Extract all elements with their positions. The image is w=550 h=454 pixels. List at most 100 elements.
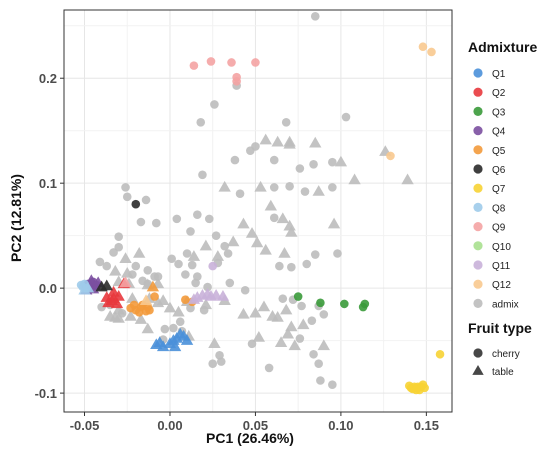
- data-point-admix: [143, 266, 153, 275]
- data-point-admix: [203, 282, 212, 292]
- data-point-q12: [418, 42, 428, 52]
- data-point-admix: [150, 272, 159, 281]
- y-tick-label: 0.1: [39, 176, 57, 191]
- data-point-admix: [269, 183, 279, 192]
- data-point-q2: [107, 285, 120, 297]
- data-point-admix: [319, 310, 329, 319]
- data-point-q7: [420, 383, 429, 393]
- data-point-admix: [302, 259, 312, 269]
- data-point-q3: [340, 299, 349, 309]
- data-point-admix: [169, 323, 178, 333]
- data-point-admix: [271, 135, 284, 147]
- legend-label-q2: Q2: [492, 88, 506, 99]
- legend-label-q9: Q9: [492, 223, 506, 234]
- legend-label-q12: Q12: [492, 280, 511, 291]
- legend-label-admix: admix: [492, 299, 519, 310]
- data-point-admix: [141, 322, 154, 334]
- data-point-admix: [131, 261, 141, 271]
- data-point-admix: [119, 252, 132, 263]
- y-axis-title: PC2 (12.81%): [8, 174, 24, 262]
- legend-key-q4: [473, 126, 483, 136]
- x-axis-title: PC1 (26.46%): [206, 430, 294, 446]
- data-point-admix: [285, 226, 298, 237]
- data-point-admix: [316, 376, 325, 385]
- data-point-admix: [198, 170, 207, 180]
- data-point-admix: [211, 231, 221, 240]
- data-point-admix: [187, 250, 201, 261]
- data-point-admix: [310, 250, 320, 259]
- legend-label-q8: Q8: [492, 203, 506, 214]
- data-point-q7: [435, 349, 445, 359]
- data-point-admix: [300, 187, 310, 196]
- data-point-admix: [264, 363, 274, 373]
- legend-key-q12: [473, 279, 483, 289]
- data-point-admix: [334, 155, 348, 167]
- data-point-admix: [122, 192, 132, 202]
- data-point-admix: [341, 112, 351, 122]
- data-point-admix: [328, 183, 337, 192]
- legend-label-q11: Q11: [492, 261, 511, 272]
- data-point-admix: [218, 180, 231, 192]
- data-point-admix: [264, 199, 277, 211]
- data-point-q5: [150, 292, 159, 301]
- data-point-admix: [250, 236, 264, 248]
- data-point-admix: [174, 259, 183, 269]
- data-point-admix: [287, 262, 296, 272]
- legend-label-q4: Q4: [492, 127, 506, 138]
- data-point-q3: [358, 302, 368, 312]
- data-point-admix: [186, 227, 195, 236]
- legend-key-q2: [473, 87, 483, 97]
- legend-key-q5: [473, 145, 483, 155]
- legend-label-q3: Q3: [492, 107, 506, 118]
- data-point-admix: [309, 349, 318, 359]
- data-point-admix: [133, 247, 146, 258]
- legend-label-cherry: cherry: [492, 349, 520, 360]
- legend-key-table: [472, 365, 484, 375]
- data-point-admix: [297, 301, 306, 311]
- data-point-admix: [285, 182, 294, 191]
- data-point-admix: [245, 227, 259, 238]
- data-point-admix: [172, 214, 182, 224]
- legend-key-q11: [473, 260, 483, 270]
- data-point-q3: [293, 292, 303, 301]
- data-point-admix: [297, 318, 310, 330]
- data-point-admix: [230, 155, 240, 165]
- data-point-q9: [227, 58, 236, 67]
- data-point-admix: [283, 135, 296, 147]
- color-legend-title: Admixture: [468, 39, 537, 55]
- data-point-admix: [237, 307, 250, 319]
- shape-legend-title: Fruit type: [468, 320, 532, 336]
- y-tick-label: 0.2: [39, 71, 57, 86]
- data-point-admix: [136, 217, 146, 227]
- data-point-admix: [254, 180, 267, 192]
- shape-legend-items: cherry table: [472, 348, 520, 378]
- data-point-admix: [328, 157, 337, 167]
- data-point-admix: [208, 337, 221, 349]
- data-point-admix: [103, 309, 117, 321]
- data-point-q8: [81, 281, 95, 293]
- legend-label-q7: Q7: [492, 184, 506, 195]
- data-point-q6: [131, 199, 141, 209]
- data-point-q6: [100, 279, 113, 291]
- data-point-admix: [240, 285, 250, 295]
- legend: Admixture Q1 Q2 Q3 Q4 Q5 Q6 Q7 Q8 Q9 Q10 Q11 Q12 adm…: [468, 39, 537, 378]
- legend-key-q3: [473, 106, 483, 116]
- data-point-q11: [216, 290, 230, 301]
- plot-frame: [63, 9, 453, 413]
- data-point-admix: [333, 249, 342, 258]
- data-point-admix: [102, 261, 112, 271]
- data-point-admix: [196, 118, 206, 127]
- data-point-admix: [295, 334, 305, 343]
- legend-key-q10: [473, 241, 483, 251]
- data-point-admix: [160, 324, 170, 334]
- data-point-q9: [119, 276, 132, 288]
- legend-label-q1: Q1: [492, 69, 506, 80]
- data-point-admix: [348, 173, 361, 185]
- data-point-admix: [281, 327, 295, 339]
- legend-label-q5: Q5: [492, 146, 506, 157]
- data-point-q12: [386, 151, 395, 161]
- data-point-admix: [275, 261, 284, 271]
- x-tick-label: -0.05: [70, 418, 100, 433]
- data-point-admix: [109, 248, 118, 257]
